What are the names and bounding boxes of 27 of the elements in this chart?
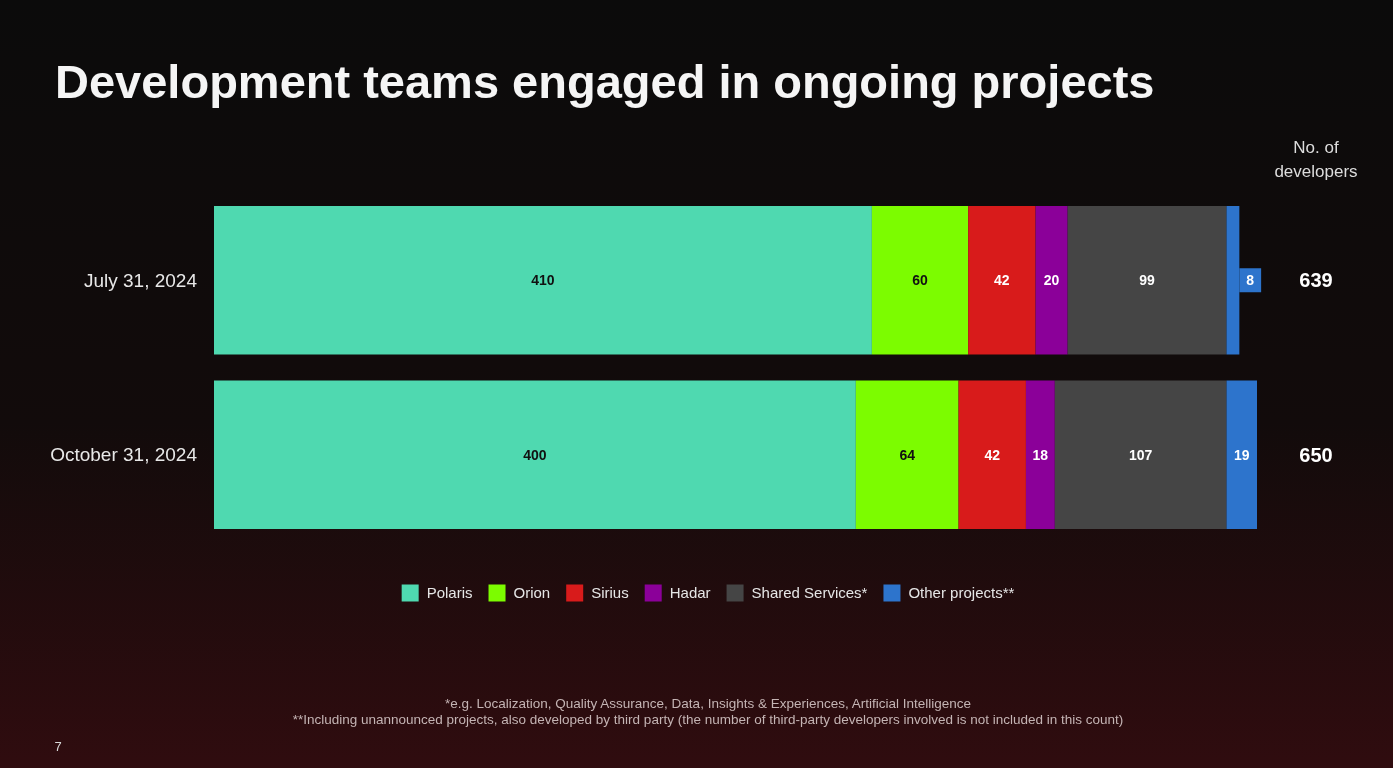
y-tick-label: July 31, 2024 bbox=[83, 269, 198, 291]
text: 7 bbox=[54, 739, 62, 754]
text: No. of developers bbox=[1274, 138, 1358, 181]
data-label: 42 bbox=[984, 446, 1001, 463]
legend-label: Orion bbox=[513, 584, 551, 602]
data-label: 400 bbox=[523, 446, 547, 463]
data-label: 8 bbox=[1246, 272, 1255, 289]
text: **Including unannounced projects, also developed by third party (the number of third-party developers involved is not included in this count) bbox=[292, 712, 1124, 727]
data-label: 107 bbox=[1128, 446, 1153, 463]
chart-title: Development teams engaged in ongoing projects bbox=[55, 55, 1155, 108]
legend-label: Sirius bbox=[591, 584, 629, 602]
data-label: 42 bbox=[994, 272, 1010, 289]
data-label: 19 bbox=[1233, 446, 1250, 463]
total-label: 639 bbox=[1299, 269, 1333, 292]
data-label: 64 bbox=[899, 446, 916, 463]
data-label: 99 bbox=[1139, 272, 1156, 289]
data-label: 410 bbox=[531, 272, 555, 289]
data-label: 20 bbox=[1043, 272, 1060, 289]
legend-label: Polaris bbox=[426, 584, 473, 602]
legend-label: Other projects** bbox=[908, 584, 1015, 602]
y-tick-label: October 31, 2024 bbox=[50, 444, 198, 466]
total-label: 650 bbox=[1299, 443, 1333, 466]
legend-label: Hadar bbox=[669, 584, 711, 602]
data-label: 60 bbox=[912, 272, 929, 289]
data-label: 18 bbox=[1032, 446, 1049, 463]
legend-label: Shared Services* bbox=[751, 584, 868, 602]
text: *e.g. Localization, Quality Assurance, Data, Insights & Experiences, Artificial Intelligence bbox=[444, 696, 972, 711]
